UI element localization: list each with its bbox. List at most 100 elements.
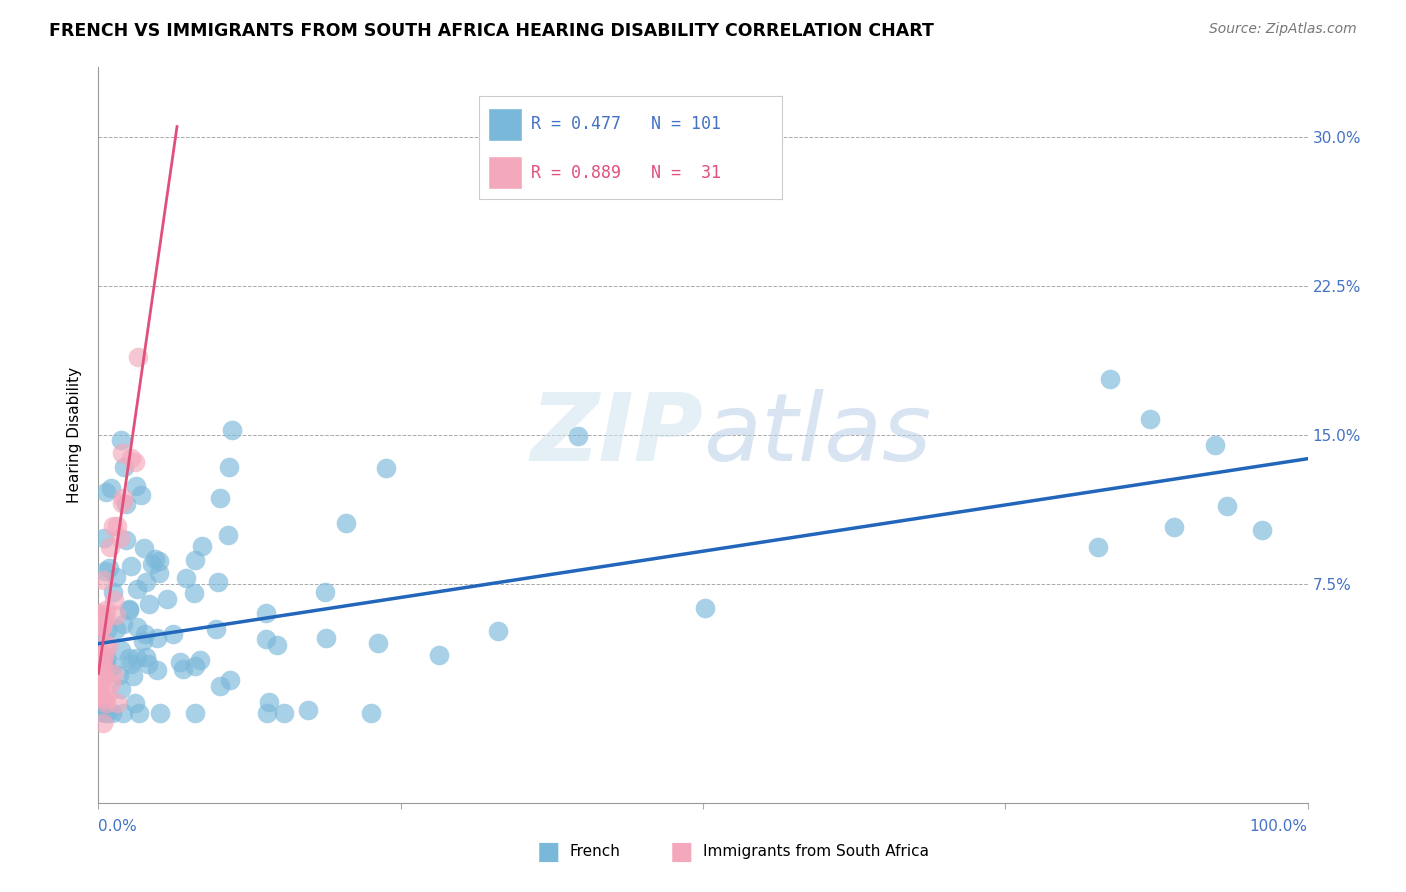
Point: [135, 575, 157, 590]
Point: [256, 632, 278, 647]
Point: [89, 690, 111, 705]
Point: [208, 491, 231, 505]
Point: [315, 631, 337, 645]
Text: 0.0%: 0.0%: [98, 819, 138, 834]
Point: [183, 585, 205, 599]
Text: FRENCH VS IMMIGRANTS FROM SOUTH AFRICA HEARING DISABILITY CORRELATION CHART: FRENCH VS IMMIGRANTS FROM SOUTH AFRICA H…: [49, 22, 934, 40]
Point: [104, 622, 127, 636]
Point: [162, 627, 184, 641]
Point: [208, 679, 231, 693]
Text: ■: ■: [537, 840, 560, 863]
Text: ZIP: ZIP: [530, 389, 703, 481]
Point: [100, 481, 122, 495]
Point: [314, 584, 336, 599]
Point: [254, 606, 277, 620]
Point: [103, 593, 125, 607]
Point: [90, 620, 112, 634]
Point: [91, 660, 114, 674]
Point: [156, 591, 179, 606]
Point: [266, 638, 288, 652]
Point: [120, 451, 142, 466]
Point: [89, 686, 111, 700]
Point: [121, 668, 143, 682]
Point: [125, 479, 148, 493]
Point: [128, 706, 150, 721]
Point: [105, 697, 128, 711]
Point: [375, 460, 398, 475]
Y-axis label: Hearing Disability: Hearing Disability: [67, 367, 83, 503]
Point: [486, 624, 509, 639]
Point: [1163, 520, 1185, 534]
Point: [1204, 438, 1226, 452]
Point: [91, 657, 114, 671]
Point: [89, 706, 111, 720]
Point: [98, 561, 121, 575]
Point: [89, 628, 111, 642]
Point: [297, 703, 319, 717]
Point: [146, 631, 169, 645]
Point: [132, 633, 155, 648]
Point: [87, 667, 110, 681]
Point: [90, 620, 112, 634]
Point: [94, 706, 117, 721]
Point: [91, 666, 114, 681]
Text: Immigrants from South Africa: Immigrants from South Africa: [703, 845, 929, 859]
Point: [1251, 523, 1274, 537]
Point: [191, 539, 214, 553]
Point: [149, 706, 172, 721]
Point: [91, 657, 114, 672]
Point: [112, 491, 135, 506]
Point: [120, 657, 142, 671]
Point: [169, 655, 191, 669]
Point: [93, 648, 115, 663]
Point: [118, 602, 141, 616]
Point: [429, 648, 451, 662]
Point: [101, 518, 124, 533]
Point: [93, 532, 115, 546]
Point: [135, 649, 157, 664]
Point: [111, 496, 134, 510]
Point: [207, 574, 229, 589]
Point: [127, 620, 149, 634]
Point: [93, 637, 115, 651]
Point: [256, 706, 278, 720]
Point: [94, 691, 117, 706]
Point: [110, 531, 132, 545]
Point: [97, 639, 120, 653]
Point: [104, 570, 127, 584]
Point: [97, 686, 120, 700]
Point: [221, 423, 243, 437]
Point: [120, 559, 142, 574]
Point: [101, 706, 124, 721]
Point: [145, 663, 167, 677]
Point: [111, 706, 134, 721]
Point: [138, 597, 160, 611]
Text: atlas: atlas: [703, 389, 931, 481]
Point: [138, 657, 160, 672]
Point: [89, 664, 111, 678]
Point: [367, 636, 389, 650]
Point: [105, 608, 128, 623]
Point: [172, 662, 194, 676]
Point: [105, 519, 128, 533]
Point: [101, 585, 124, 599]
Point: [94, 564, 117, 578]
Text: 100.0%: 100.0%: [1250, 819, 1308, 834]
Point: [257, 695, 280, 709]
Point: [94, 656, 117, 670]
Point: [91, 610, 114, 624]
Point: [273, 706, 295, 721]
Point: [96, 603, 118, 617]
Point: [94, 697, 117, 711]
Point: [335, 516, 357, 530]
Point: [218, 459, 240, 474]
Point: [115, 497, 138, 511]
Point: [91, 617, 114, 632]
Point: [94, 485, 117, 500]
Point: [124, 455, 146, 469]
Point: [111, 616, 134, 631]
Point: [91, 716, 114, 731]
Text: French: French: [569, 845, 620, 859]
Text: ■: ■: [671, 840, 693, 863]
Point: [183, 706, 205, 721]
